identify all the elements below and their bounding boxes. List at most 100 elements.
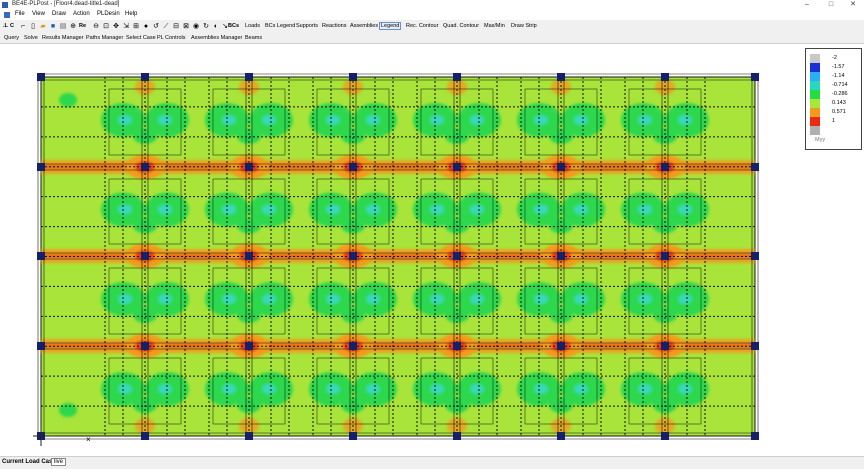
contour-cyan [222,384,236,394]
column [245,342,253,350]
legend-entry: 0.143 [810,99,860,108]
draw-strip-button[interactable]: Draw Strip [511,23,537,29]
column [245,252,253,260]
line-icon[interactable]: ⟋ [163,23,169,30]
legend-swatch [810,108,820,117]
menu-help[interactable]: Help [125,11,138,17]
minimize-button[interactable]: – [805,1,809,8]
bay-outline [628,88,702,156]
bay-outline [212,357,286,425]
assemblies-button[interactable]: Assemblies [350,23,379,29]
cursor-icon[interactable]: ⌐ [20,23,26,30]
bay-outline [316,267,390,335]
l-button[interactable]: .L [3,23,8,29]
select-case-button[interactable]: Select Case [126,35,156,41]
menu-draw[interactable]: Draw [52,11,67,17]
column [751,342,759,350]
contour-cyan [534,294,548,304]
menu-pldesin[interactable]: PLDesin [97,11,120,17]
print-icon[interactable]: ▤ [59,23,67,30]
contour-cyan [534,204,548,215]
column [141,163,149,171]
rec-contour-button[interactable]: Rec. Contour [406,23,439,29]
zoom-out-icon[interactable]: ⊖ [93,23,99,30]
bay-outline [316,357,390,425]
bay-outline [420,267,494,335]
bay-outline [524,88,598,156]
contour-cyan [430,384,444,394]
contour-cyan [678,204,692,215]
contour-green [133,128,157,144]
contour-cyan [470,384,484,394]
edge-icon[interactable]: ◐ [213,23,219,30]
column [37,252,45,260]
column [349,432,357,440]
menu-action[interactable]: Action [73,11,90,17]
bay-outline [212,178,286,245]
quad-contour-button[interactable]: Quad. Contour [443,23,480,29]
beam-icon[interactable]: ⊟ [173,23,179,30]
legend-swatch [810,72,820,81]
legend-value: 0.143 [832,100,846,106]
grid-icon[interactable]: ⊞ [133,23,139,30]
legend-panel[interactable]: -2 -1.57 -1.14 -0.714 -0.286 0.143 0.571 1 Myy [805,48,862,150]
max-min-button[interactable]: Max/Min [484,23,505,29]
open-icon[interactable]: ▰ [40,23,46,30]
bay-outline [108,88,182,156]
node-icon[interactable]: ● [143,23,149,30]
bcs-icon[interactable]: ↘ [222,23,228,30]
contour-cyan [326,294,340,304]
pan-icon[interactable]: ✥ [113,23,119,30]
paths-manager-button[interactable]: Paths Manager [86,35,124,41]
save-icon[interactable]: ■ [50,23,56,30]
supports-button[interactable]: Supports [296,23,319,29]
svg-text:×: × [86,435,91,444]
bay-outline [108,357,182,425]
support-icon[interactable]: ◉ [192,23,200,30]
contour-cyan [158,384,172,394]
column [245,73,253,81]
contour-cyan [118,115,132,125]
menu-view[interactable]: View [32,11,45,17]
re-button[interactable]: Re [79,23,87,29]
drawing-canvas[interactable]: × [0,44,864,456]
solve-button[interactable]: Solve [24,35,38,41]
beams-button[interactable]: Beams [245,35,263,41]
assemblies-manager-button[interactable]: Assemblies Manager [191,35,243,41]
bcs-legend-button[interactable]: BCs Legend [265,23,296,29]
zoom-window-icon[interactable]: ⊡ [103,23,109,30]
bcs-button[interactable]: BCs [228,23,240,29]
new-icon[interactable]: ▯ [31,23,35,30]
contour-cyan [262,294,276,304]
slab-icon[interactable]: ⊠ [183,23,189,30]
app-icon [2,2,8,8]
menu-file[interactable]: File [15,11,25,17]
zoom-in-icon[interactable]: ⊕ [70,23,76,30]
maximize-button[interactable]: □ [828,1,834,8]
results-manager-button[interactable]: Results Manager [42,35,84,41]
query-button[interactable]: Query [4,35,19,41]
legend-swatch [810,117,820,126]
column [453,342,461,350]
c-button[interactable]: C [10,23,14,29]
contour-green [445,128,469,144]
close-button[interactable]: ✕ [850,1,856,8]
rotation-icon[interactable]: ↻ [203,23,209,30]
contour-cyan [638,384,652,394]
moment-icon[interactable]: ↺ [153,23,159,30]
pl-controls-button[interactable]: PL Controls [157,35,186,41]
contour-cyan [366,384,380,394]
reactions-button[interactable]: Reactions [322,23,347,29]
contour-cyan [326,115,340,125]
bay-outline [420,88,494,156]
legend-button[interactable]: Legend [379,22,402,30]
legend-swatch [810,99,820,108]
mdi-icon[interactable] [4,12,10,18]
contour-cyan [534,115,548,125]
bay-outline [524,267,598,335]
select-icon[interactable]: ⇲ [123,23,129,30]
window-title: BE4E-PLPost - [Floor4.dead-title1-dead] [12,1,120,7]
contour-cyan [118,204,132,215]
loads-button[interactable]: Loads [245,23,260,29]
contour-cyan [430,294,444,304]
